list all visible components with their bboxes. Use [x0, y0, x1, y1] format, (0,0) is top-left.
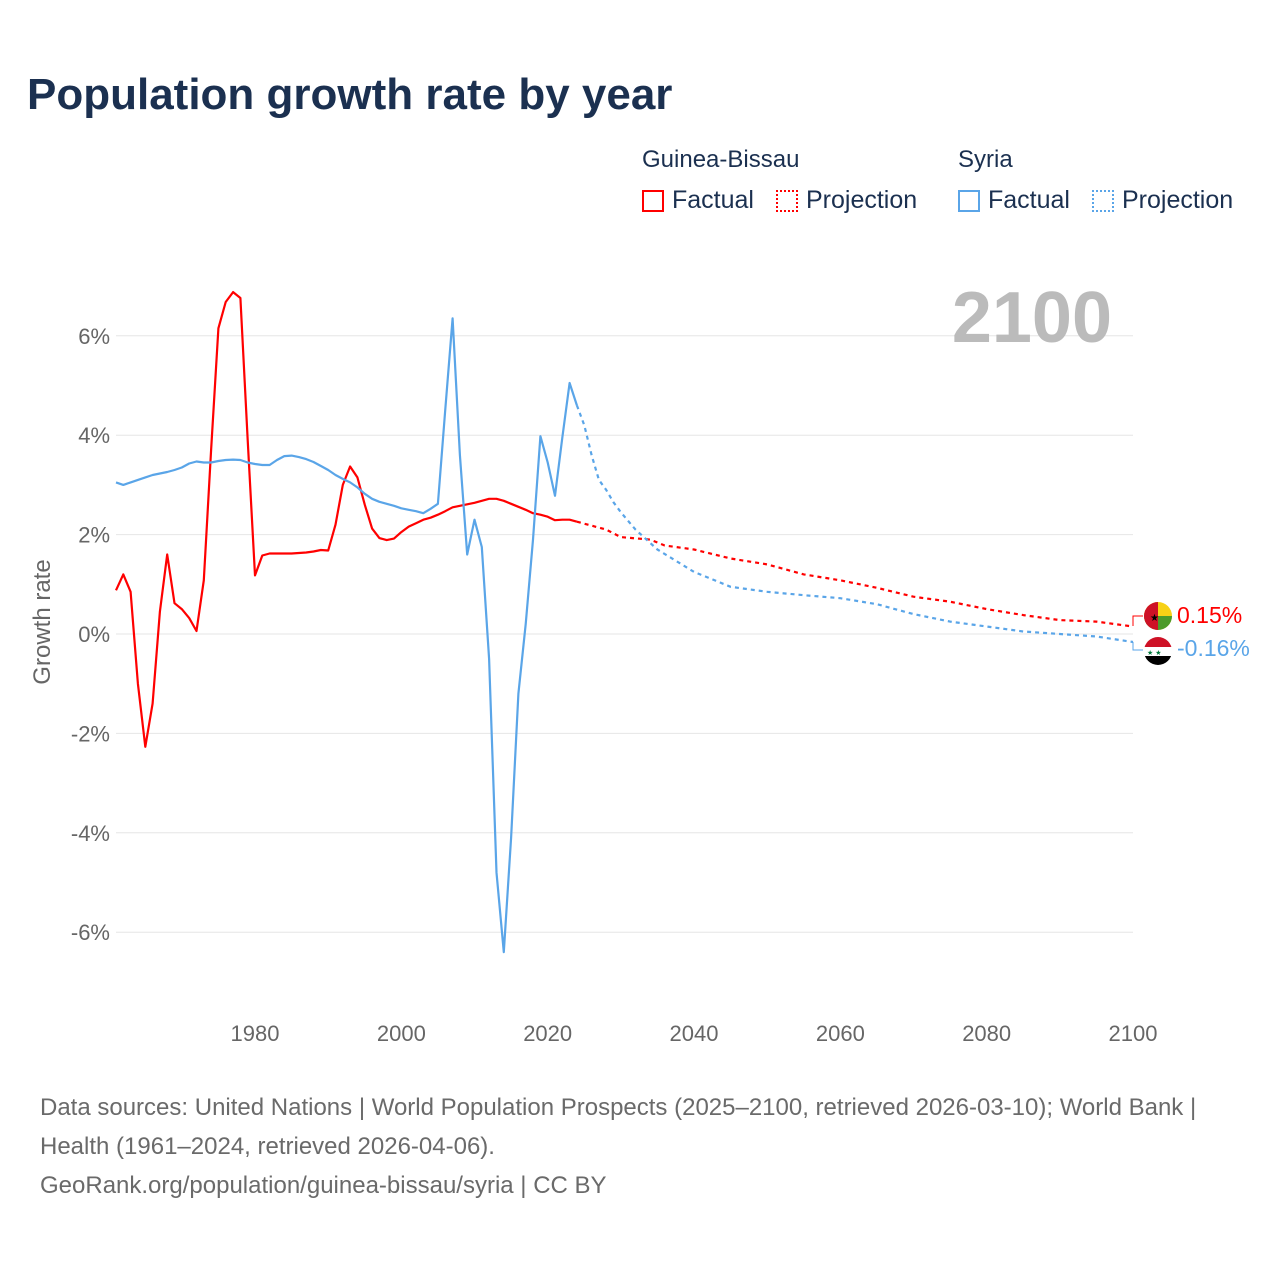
y-tick-label: 0%: [78, 622, 110, 647]
legend-label: Factual: [988, 186, 1070, 214]
legend-gb-factual[interactable]: Factual: [642, 186, 754, 215]
svg-text:★ ★: ★ ★: [1147, 649, 1162, 657]
legend-swatch: [1092, 189, 1114, 212]
legend-syria-projection[interactable]: Projection: [1092, 186, 1233, 215]
legend-group-syria: Syria: [958, 146, 1013, 173]
end-label-guinea-bissau: 0.15%: [1177, 602, 1242, 628]
legend-syria-factual[interactable]: Factual: [958, 186, 1070, 215]
legend-swatch: [776, 189, 798, 212]
y-tick-label: 6%: [78, 324, 110, 349]
y-tick-label: -4%: [71, 821, 110, 846]
end-label-syria: -0.16%: [1177, 635, 1250, 661]
legend-label: Factual: [672, 186, 754, 214]
series-line-guinea-bissau-projection: [576, 520, 1134, 628]
legend-swatch: [958, 189, 980, 212]
legend-label: Projection: [806, 186, 918, 214]
data-sources: Data sources: United Nations | World Pop…: [40, 1094, 1197, 1160]
flag-guinea-bissau-icon: ★: [1144, 602, 1172, 630]
x-tick-label: 1980: [231, 1021, 280, 1046]
x-tick-label: 2000: [377, 1021, 426, 1046]
y-tick-label: -2%: [71, 721, 110, 746]
y-tick-label: 2%: [78, 523, 110, 548]
footer: Data sources: United Nations | World Pop…: [40, 1088, 1240, 1205]
series-line-guinea-bissau-factual: [115, 291, 578, 748]
y-tick-label: 4%: [78, 423, 110, 448]
gb-connector: [1132, 615, 1143, 626]
source-link[interactable]: GeoRank.org/population/guinea-bissau/syr…: [40, 1172, 607, 1199]
legend-label: Projection: [1122, 186, 1234, 214]
x-tick-label: 2040: [670, 1021, 719, 1046]
x-tick-label: 2020: [523, 1021, 572, 1046]
legend-gb-projection[interactable]: Projection: [776, 186, 917, 215]
svg-text:★: ★: [1150, 613, 1159, 624]
series-line-syria-projection: [575, 405, 1134, 644]
syria-connector: [1132, 642, 1143, 651]
y-axis-label: Growth rate: [29, 559, 56, 684]
x-tick-label: 2100: [1109, 1021, 1158, 1046]
y-tick-label: -6%: [71, 920, 110, 945]
legend-swatch: [642, 189, 664, 212]
flag-syria-icon: ★ ★: [1144, 637, 1172, 665]
year-label: 2100: [952, 278, 1112, 358]
x-tick-label: 2080: [962, 1021, 1011, 1046]
series-line-syria-factual: [115, 317, 578, 954]
legend-group-guinea-bissau: Guinea-Bissau: [642, 146, 800, 173]
x-tick-label: 2060: [816, 1021, 865, 1046]
chart-title: Population growth rate by year: [27, 70, 673, 119]
